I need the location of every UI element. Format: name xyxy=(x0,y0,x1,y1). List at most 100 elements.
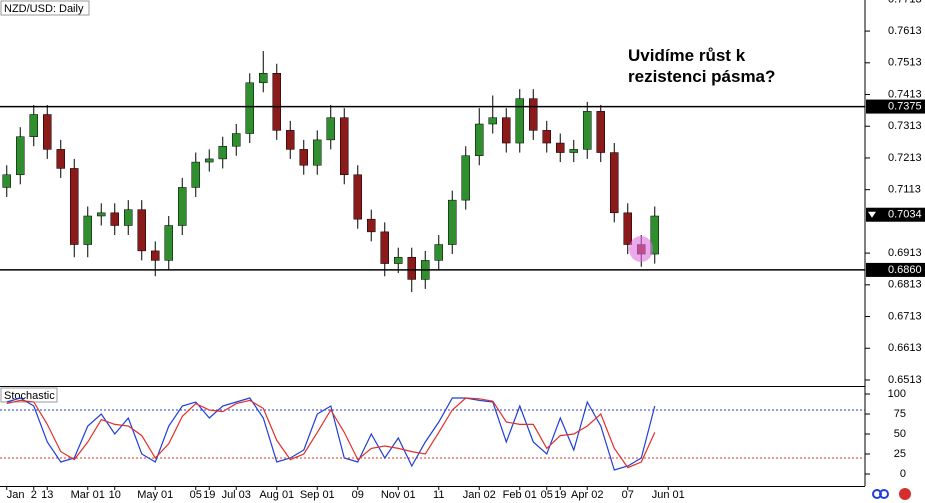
x-tick-label: Jan xyxy=(7,489,25,501)
stochastic-line xyxy=(6,397,656,471)
candle-body xyxy=(542,130,551,144)
candle-body xyxy=(232,133,241,147)
candle-body xyxy=(178,187,187,226)
title-box xyxy=(0,0,90,16)
x-tick-label: Feb 01 xyxy=(503,489,537,501)
candle-body xyxy=(29,114,38,137)
candle-body xyxy=(205,158,214,163)
candle-body xyxy=(340,117,349,176)
candle-body xyxy=(556,142,565,153)
candle-body xyxy=(56,149,65,169)
chart-title: NZD/USD: Daily xyxy=(4,3,84,15)
candle-body xyxy=(529,98,538,131)
candle-body xyxy=(502,117,511,144)
candle-body xyxy=(434,244,443,261)
candle-body xyxy=(16,136,25,176)
candle-body xyxy=(515,98,524,144)
x-tick-label: Sep 01 xyxy=(300,489,335,501)
candle-body xyxy=(151,250,160,261)
candle-body xyxy=(326,117,335,141)
y-tick-label: 100 xyxy=(888,388,906,400)
y-tick-label: 0 xyxy=(900,468,906,480)
x-tick-label: 09 xyxy=(352,489,364,501)
y-tick-label: 25 xyxy=(894,448,906,460)
candle-body xyxy=(110,212,119,226)
candle-body xyxy=(97,212,106,217)
x-tick-label: 10 xyxy=(109,489,121,501)
candle-body xyxy=(650,215,659,255)
candle-body xyxy=(596,111,605,153)
y-tick-label: 0.6913 xyxy=(888,247,922,259)
candle-body xyxy=(245,82,254,134)
candle-body xyxy=(2,174,11,188)
y-tick-label: 75 xyxy=(894,408,906,420)
x-tick-label: 13 xyxy=(41,489,53,501)
x-tick-label: 11 xyxy=(433,489,444,501)
level-label: 0.6860 xyxy=(888,264,922,276)
candle-body xyxy=(475,123,484,156)
candle-body xyxy=(43,114,52,150)
annotation: Uvidíme růst k xyxy=(628,46,746,65)
candle-body xyxy=(191,161,200,188)
y-tick-label: 50 xyxy=(894,428,906,440)
last-price-box xyxy=(866,207,925,222)
annotation: rezistenci pásma? xyxy=(628,67,775,86)
candle-body xyxy=(137,209,146,252)
level-label-box xyxy=(866,99,925,114)
highlight xyxy=(629,236,653,262)
y-tick-label: 0.7413 xyxy=(888,88,922,100)
candle-body xyxy=(448,199,457,245)
y-tick-label: 0.7513 xyxy=(888,57,922,69)
last-price-label: 0.7034 xyxy=(888,209,922,221)
candle-body xyxy=(313,139,322,166)
candle-body xyxy=(272,73,281,131)
x-tick-label: 05 xyxy=(190,489,202,501)
candle-body xyxy=(623,212,632,245)
candle-body xyxy=(610,152,619,214)
x-tick-label: 19 xyxy=(554,489,566,501)
x-tick-label: Jan 02 xyxy=(463,489,496,501)
level-label-box xyxy=(866,262,925,277)
y-tick-label: 0.7713 xyxy=(888,0,922,5)
stochastic-line xyxy=(6,397,656,469)
y-tick-label: 0.7613 xyxy=(888,25,922,37)
y-tick-label: 0.7313 xyxy=(888,120,922,132)
candle-body xyxy=(259,73,268,84)
candle-body xyxy=(218,145,227,160)
candle-body xyxy=(367,218,376,233)
last-price-marker xyxy=(868,211,876,218)
candle-body xyxy=(461,155,470,201)
y-tick-label: 0.6513 xyxy=(888,374,922,386)
status-icons xyxy=(872,488,911,500)
x-tick-label: Jul 03 xyxy=(222,489,251,501)
x-tick-label: Mar 01 xyxy=(71,489,105,501)
candle-body xyxy=(353,174,362,220)
x-tick-label: 05 xyxy=(541,489,553,501)
candle-body xyxy=(583,111,592,150)
y-tick-label: 0.7113 xyxy=(888,184,921,196)
level-label: 0.7375 xyxy=(888,100,922,112)
candle-body xyxy=(569,149,578,153)
x-tick-label: Apr 02 xyxy=(571,489,603,501)
x-tick-label: May 01 xyxy=(137,489,173,501)
candle-body xyxy=(488,117,497,125)
x-tick-label: 07 xyxy=(622,489,634,501)
y-tick-label: 0.6613 xyxy=(888,342,922,354)
candle-body xyxy=(299,149,308,166)
candle-body xyxy=(380,231,389,264)
y-tick-label: 0.7213 xyxy=(888,152,922,164)
candle-body xyxy=(407,256,416,280)
y-tick-label: 0.6713 xyxy=(888,310,922,322)
x-tick-label: Nov 01 xyxy=(381,489,416,501)
y-tick-label: 0.6813 xyxy=(888,279,922,291)
candle-body xyxy=(394,256,403,264)
x-tick-label: Aug 01 xyxy=(259,489,294,501)
candle-body xyxy=(83,215,92,245)
candle-body xyxy=(124,209,133,226)
x-tick-label: Jun 01 xyxy=(652,489,685,501)
x-tick-label: 2 xyxy=(31,489,37,501)
candle-body xyxy=(286,130,295,150)
price-plot xyxy=(2,51,659,293)
